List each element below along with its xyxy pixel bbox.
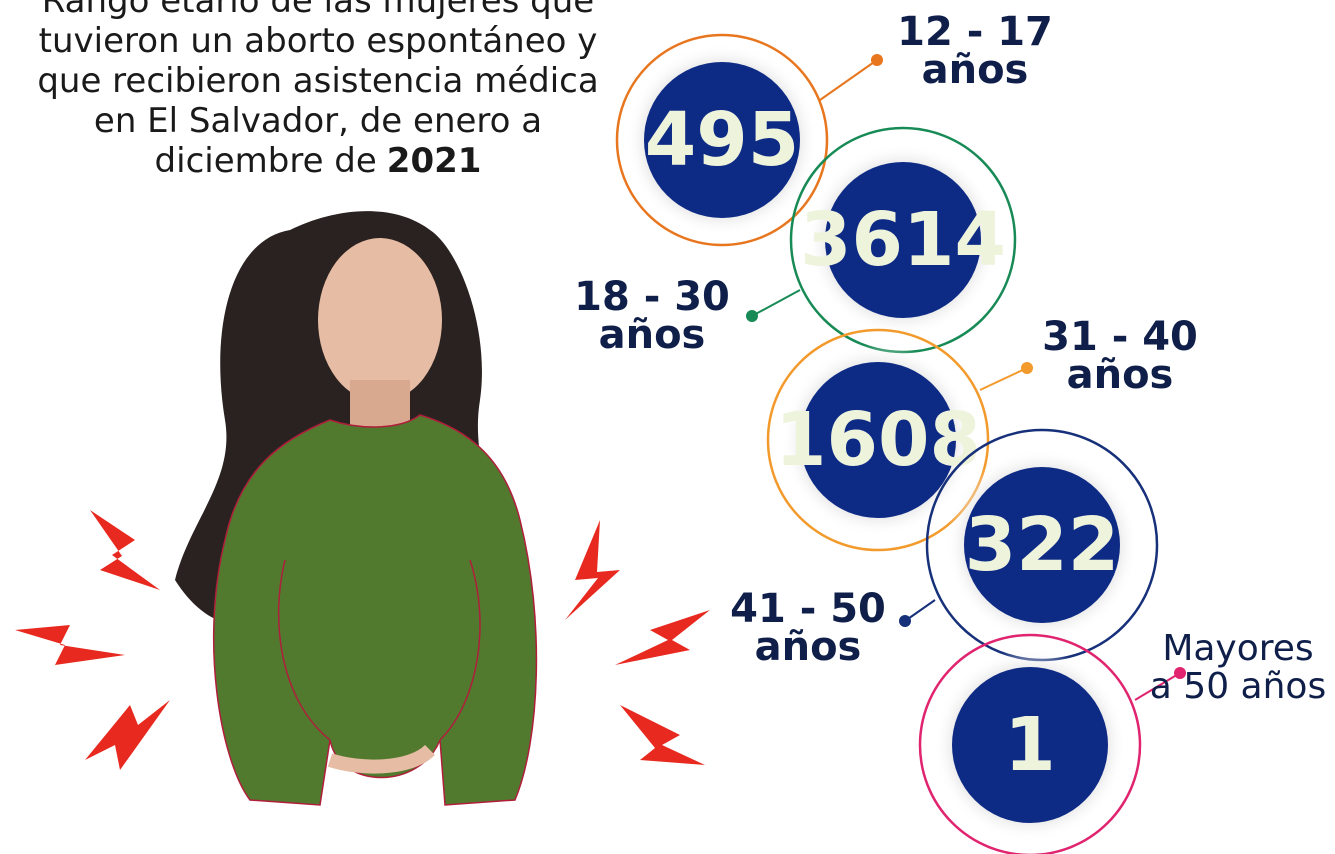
connector-dot — [899, 615, 911, 627]
value: 322 — [965, 502, 1119, 588]
value: 3614 — [800, 197, 1006, 283]
title-line: que recibieron asistencia médica — [37, 61, 598, 101]
connector-dot — [1174, 667, 1186, 679]
connector — [751, 289, 801, 317]
age-label: 41 - 50 — [730, 586, 886, 632]
age-label: años — [1067, 352, 1174, 398]
connector-dot — [871, 54, 883, 66]
pain-bolts — [15, 510, 710, 770]
title-line: Rango etario de las mujeres que — [42, 0, 594, 21]
age-label: 12 - 17 — [897, 9, 1053, 55]
age-label: años — [755, 624, 862, 670]
title-line: diciembre de 2021 — [155, 141, 482, 181]
age-label: años — [922, 47, 1029, 93]
title-line: en El Salvador, de enero a — [94, 101, 542, 141]
connector — [904, 599, 936, 622]
ring — [615, 33, 829, 247]
value: 1608 — [775, 397, 981, 483]
ring — [766, 328, 990, 552]
connector-dot — [1021, 362, 1033, 374]
title-line: tuvieron un aborto espontáneo y — [39, 21, 598, 61]
woman-illustration — [175, 211, 538, 806]
value: 1 — [1004, 702, 1056, 788]
title-year: 2021 — [387, 141, 482, 181]
age-label: 18 - 30 — [574, 274, 730, 320]
title: Rango etario de las mujeres quetuvieron … — [37, 0, 598, 181]
connector — [819, 59, 878, 101]
value-circle — [964, 467, 1120, 623]
value: 495 — [645, 97, 799, 183]
value-circle — [825, 162, 981, 318]
age-label: 31 - 40 — [1042, 314, 1198, 360]
title-text: diciembre de — [155, 141, 377, 181]
age-label: Mayores — [1162, 628, 1313, 669]
value-circle — [952, 667, 1108, 823]
connector-dot — [746, 310, 758, 322]
age-label: años — [599, 312, 706, 358]
value-circle — [800, 362, 956, 518]
connector — [1134, 672, 1181, 701]
connector — [979, 367, 1028, 391]
age-label: a 50 años — [1150, 666, 1326, 707]
ring — [918, 633, 1142, 854]
value-circle — [644, 62, 800, 218]
